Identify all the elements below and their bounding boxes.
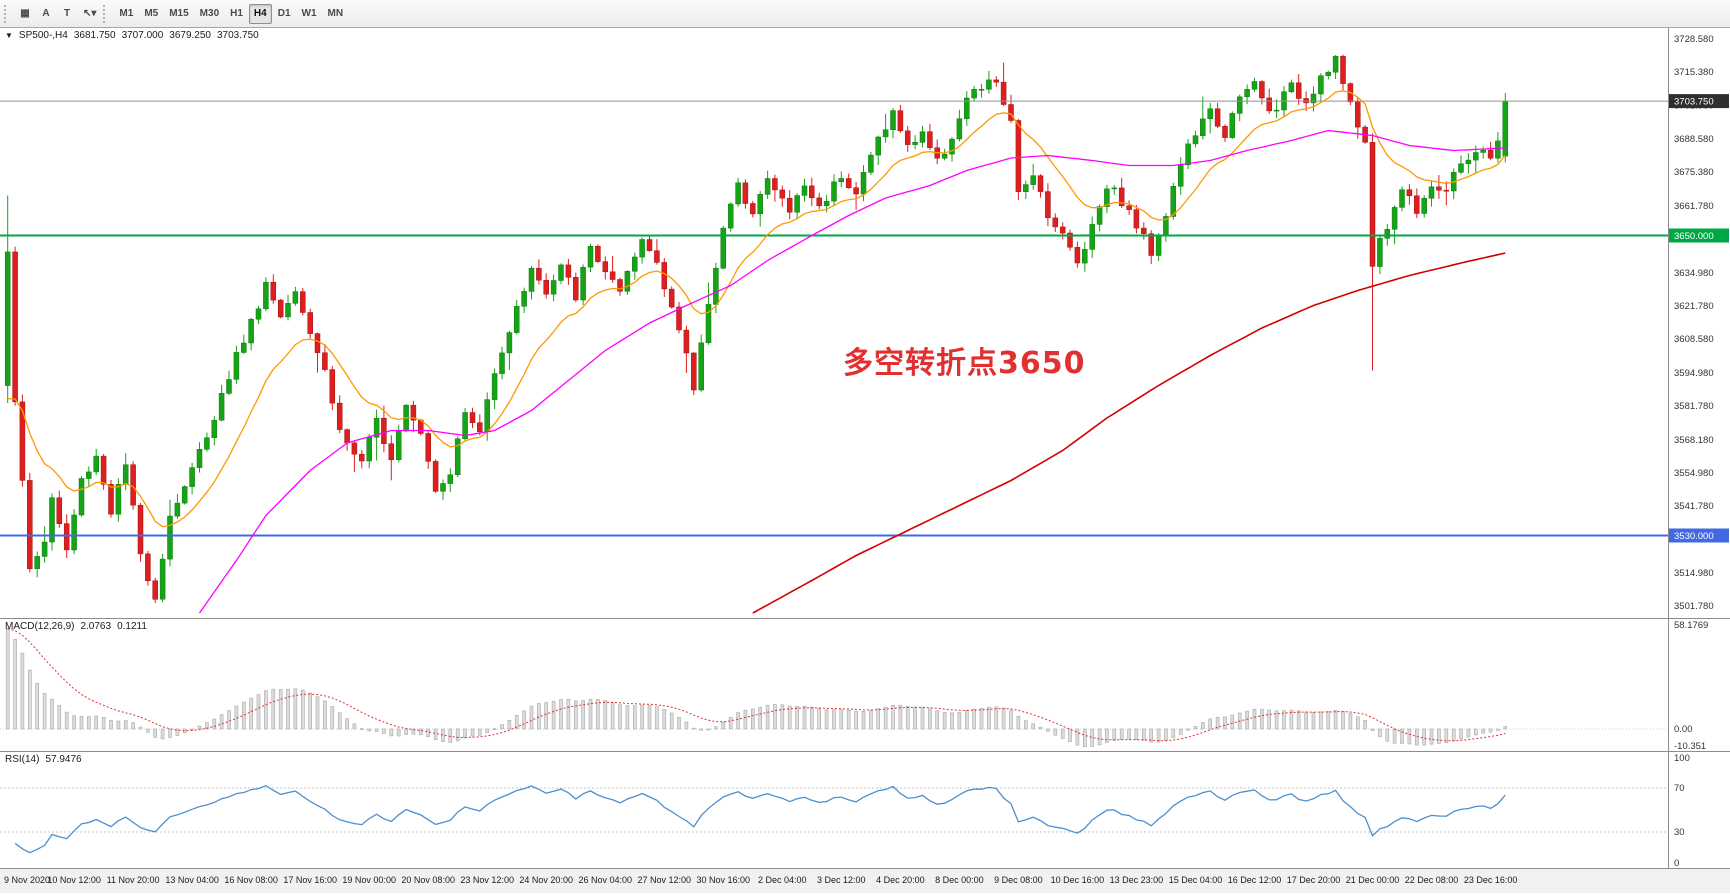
time-axis-label: 3 Dec 12:00 [817, 875, 866, 885]
price-tag-support: 3530.000 [1669, 528, 1729, 543]
svg-text:3568.180: 3568.180 [1674, 435, 1714, 446]
svg-text:3661.780: 3661.780 [1674, 201, 1714, 212]
cursor-tool-button[interactable]: A [42, 8, 50, 19]
text-tool-button[interactable]: T [63, 8, 71, 19]
time-axis-label: 20 Nov 08:00 [401, 875, 455, 885]
time-axis-label: 16 Nov 08:00 [224, 875, 278, 885]
rsi-axis-label: 70 [1674, 783, 1685, 794]
horizontal-lines-layer [0, 100, 1668, 537]
timeframe-button-mn[interactable]: MN [327, 8, 344, 19]
rsi-axis-label: 30 [1674, 827, 1685, 838]
svg-text:3634.980: 3634.980 [1674, 268, 1714, 279]
time-axis-label: 22 Dec 08:00 [1404, 875, 1459, 885]
timeframe-button-m30[interactable]: M30 [199, 8, 220, 19]
price-tag-support-resistance: 3650.000 [1669, 228, 1729, 243]
chart-window-icon[interactable]: ▦ [20, 8, 30, 19]
macd-signal-line [7, 628, 1506, 742]
time-axis-label: 21 Dec 00:00 [1345, 875, 1400, 885]
time-axis-label: 30 Nov 16:00 [696, 875, 751, 885]
rsi-line [14, 784, 1506, 854]
timeframe-button-h1[interactable]: H1 [230, 8, 243, 19]
svg-text:3715.380: 3715.380 [1674, 67, 1714, 78]
timeframe-button-m1[interactable]: M1 [119, 8, 134, 19]
main-chart-canvas[interactable]: 3728.5803715.3803701.9803688.5803675.380… [0, 28, 1730, 618]
time-axis-label: 10 Nov 12:00 [47, 875, 101, 885]
main-chart-panel: 3728.5803715.3803701.9803688.5803675.380… [0, 28, 1730, 618]
macd-axis-label: 0.00 [1674, 724, 1693, 735]
svg-text:3650.000: 3650.000 [1674, 231, 1714, 242]
time-axis-label: 26 Nov 04:00 [578, 875, 633, 885]
toolbar-grip[interactable] [4, 4, 10, 23]
time-axis-label: 10 Dec 16:00 [1050, 875, 1105, 885]
drawing-tool-button[interactable]: ↖▾ [83, 8, 97, 19]
svg-text:3581.780: 3581.780 [1674, 401, 1714, 412]
time-axis-label: 13 Dec 23:00 [1109, 875, 1164, 885]
time-axis-label: 9 Nov 2020 [4, 875, 51, 885]
ma-fast-line [7, 90, 1506, 528]
time-axis-label: 23 Dec 16:00 [1463, 875, 1518, 885]
timeframe-button-h4[interactable]: H4 [248, 3, 272, 24]
time-axis-label: 24 Nov 20:00 [519, 875, 573, 885]
time-axis-label: 19 Nov 00:00 [342, 875, 396, 885]
svg-text:3675.380: 3675.380 [1674, 167, 1714, 178]
toolbar: ▦ A T ↖▾ M1 M5 M15 M30 H1 H4 D1 W1 MN [0, 0, 1730, 28]
svg-text:3541.780: 3541.780 [1674, 501, 1714, 512]
rsi-axis-label: 0 [1674, 858, 1679, 868]
time-axis-label: 15 Dec 04:00 [1168, 875, 1223, 885]
macd-axis-label: -10.351 [1674, 741, 1706, 751]
time-axis-label: 4 Dec 20:00 [876, 875, 925, 885]
svg-text:3501.780: 3501.780 [1674, 601, 1714, 612]
svg-text:3728.580: 3728.580 [1674, 34, 1714, 45]
macd-axis-label: 58.1769 [1674, 620, 1708, 631]
collapse-arrow-icon[interactable]: ▼ [5, 31, 13, 40]
time-axis-label: 13 Nov 04:00 [165, 875, 219, 885]
time-axis-label: 23 Nov 12:00 [460, 875, 514, 885]
candles-layer [4, 54, 1509, 603]
time-axis[interactable]: 9 Nov 2020 10 Nov 12:00 11 Nov 20:00 13 Nov… [0, 868, 1730, 893]
ma-slow-line [752, 252, 1506, 614]
time-axis-label: 17 Nov 16:00 [283, 875, 337, 885]
timeframe-button-w1[interactable]: W1 [301, 8, 317, 19]
price-tag-current-price: 3703.750 [1669, 94, 1729, 109]
time-axis-label: 11 Nov 20:00 [106, 875, 160, 885]
time-axis-label: 17 Dec 20:00 [1286, 875, 1341, 885]
svg-text:3703.750: 3703.750 [1674, 97, 1714, 108]
svg-text:3554.980: 3554.980 [1674, 468, 1714, 479]
macd-histogram [5, 628, 1508, 748]
toolbar-grip-2[interactable] [103, 4, 109, 23]
timeframe-button-d1[interactable]: D1 [277, 8, 291, 19]
time-axis-label: 16 Dec 12:00 [1227, 875, 1282, 885]
time-axis-label: 2 Dec 04:00 [758, 875, 807, 885]
time-axis-label: 9 Dec 08:00 [994, 875, 1043, 885]
macd-canvas[interactable]: 58.1769 0.00 -10.351 [0, 619, 1730, 751]
svg-text:3514.980: 3514.980 [1674, 568, 1714, 579]
svg-text:3608.580: 3608.580 [1674, 334, 1714, 345]
svg-text:3621.780: 3621.780 [1674, 301, 1714, 312]
tool-button-group: ▦ A T ↖▾ [15, 4, 101, 24]
time-axis-label: 8 Dec 00:00 [935, 875, 984, 885]
svg-text:3530.000: 3530.000 [1674, 531, 1714, 542]
time-axis-label: 27 Nov 12:00 [637, 875, 692, 885]
svg-text:3594.980: 3594.980 [1674, 368, 1714, 379]
svg-text:3688.580: 3688.580 [1674, 134, 1714, 145]
rsi-panel: 100 70 30 0 RSI(14) 57.9476 [0, 751, 1730, 868]
timeframe-button-m15[interactable]: M15 [169, 8, 189, 19]
macd-panel: 58.1769 0.00 -10.351 MACD(12,26,9) 2.0763 … [0, 618, 1730, 751]
rsi-canvas[interactable]: 100 70 30 0 [0, 752, 1730, 868]
ma-medium-line [198, 129, 1506, 614]
rsi-axis-label: 100 [1674, 753, 1690, 764]
price-axis-ticks: 3728.5803715.3803701.9803688.5803675.380… [1674, 34, 1714, 612]
timeframe-button-m5[interactable]: M5 [144, 8, 159, 19]
timeframe-button-group: M1 M5 M15 M30 H1 H4 D1 W1 MN [114, 3, 348, 24]
